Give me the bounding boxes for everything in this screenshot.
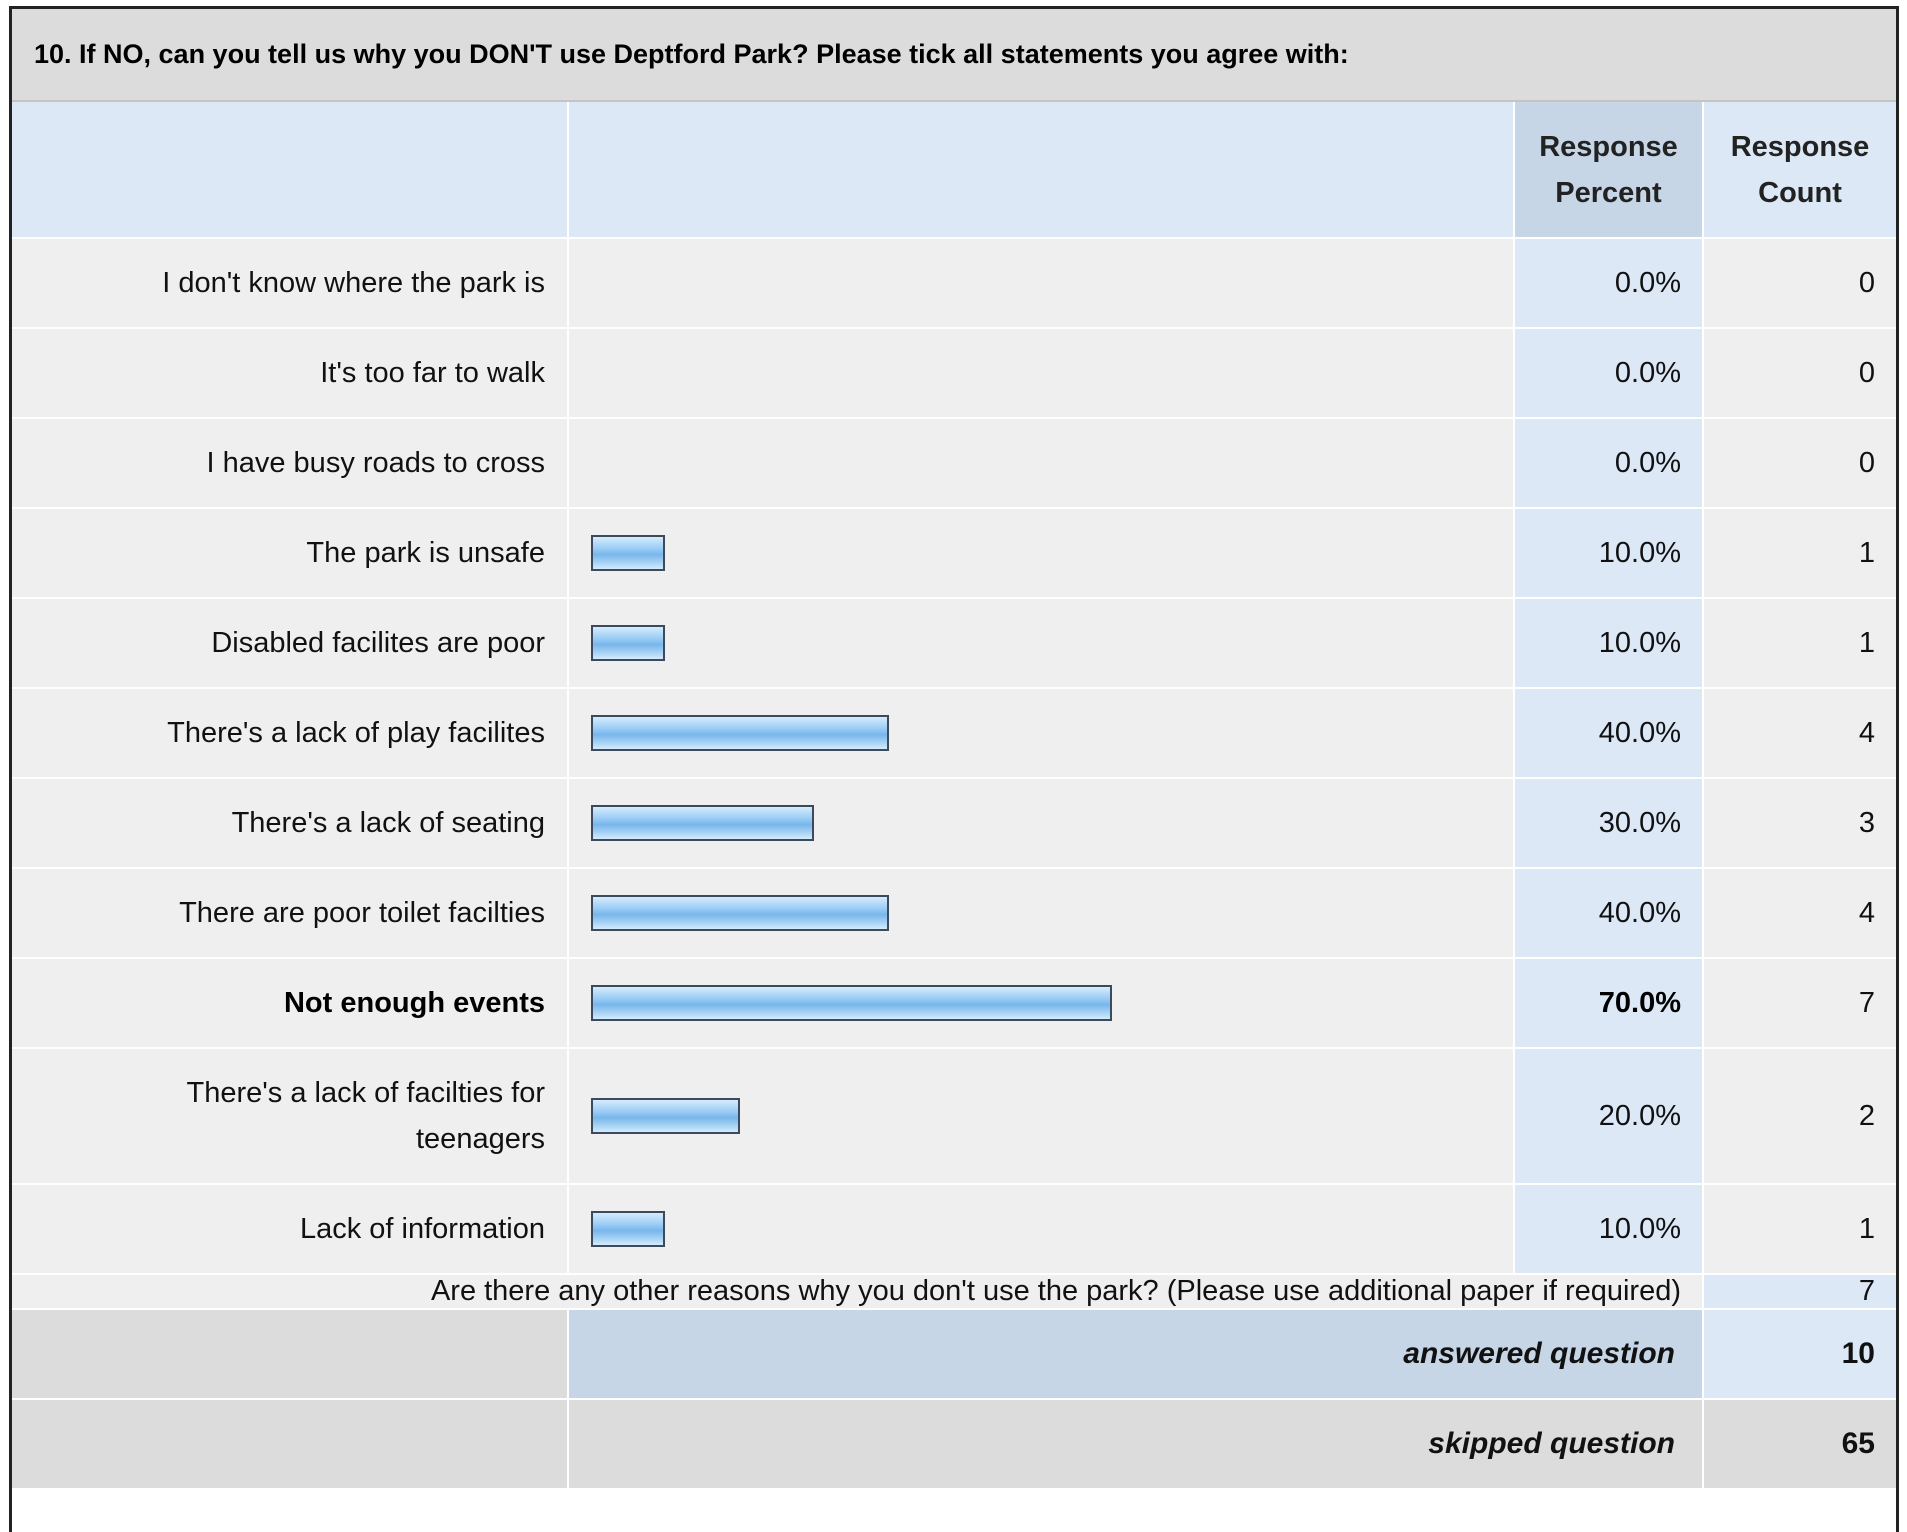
skipped-row: skipped question 65 — [12, 1399, 1896, 1490]
question-title: 10. If NO, can you tell us why you DON'T… — [12, 9, 1896, 102]
bar-cell — [568, 418, 1515, 509]
bar-cell — [568, 238, 1515, 329]
option-label: There are poor toilet facilties — [12, 868, 569, 959]
header-blank — [12, 102, 569, 239]
bar-cell — [568, 328, 1515, 419]
response-count: 1 — [1703, 508, 1896, 599]
response-percent: 0.0% — [1514, 418, 1704, 509]
option-label: I have busy roads to cross — [12, 418, 569, 509]
response-percent-header: Response Percent — [1514, 102, 1704, 239]
response-row: I have busy roads to cross 0.0% 0 — [12, 418, 1896, 509]
response-percent: 0.0% — [1514, 238, 1704, 329]
option-label: There's a lack of facilties for teenager… — [12, 1048, 569, 1185]
skipped-blank — [12, 1399, 569, 1490]
response-percent: 40.0% — [1514, 688, 1704, 779]
option-label: Not enough events — [12, 958, 569, 1049]
response-bar — [591, 805, 814, 841]
response-row: Lack of information 10.0% 1 — [12, 1184, 1896, 1275]
option-label: It's too far to walk — [12, 328, 569, 419]
results-table: Response Percent Response Count I don't … — [12, 102, 1896, 1490]
response-bar — [591, 1211, 665, 1247]
option-label: There's a lack of seating — [12, 778, 569, 869]
response-row: The park is unsafe 10.0% 1 — [12, 508, 1896, 599]
response-count: 4 — [1703, 868, 1896, 959]
response-bar — [591, 535, 665, 571]
bar-cell — [568, 1048, 1515, 1185]
answered-count: 10 — [1703, 1309, 1896, 1400]
other-reasons-count: 7 — [1703, 1274, 1896, 1310]
response-row: Disabled facilites are poor 10.0% 1 — [12, 598, 1896, 689]
response-count: 2 — [1703, 1048, 1896, 1185]
option-label: There's a lack of play facilites — [12, 688, 569, 779]
response-count: 7 — [1703, 958, 1896, 1049]
response-bar — [591, 985, 1112, 1021]
option-label: Disabled facilites are poor — [12, 598, 569, 689]
skipped-count: 65 — [1703, 1399, 1896, 1490]
answered-label: answered question — [568, 1309, 1704, 1400]
response-percent: 20.0% — [1514, 1048, 1704, 1185]
bar-cell — [568, 958, 1515, 1049]
response-percent: 70.0% — [1514, 958, 1704, 1049]
response-count: 0 — [1703, 238, 1896, 329]
bar-cell — [568, 508, 1515, 599]
response-bar — [591, 1098, 740, 1134]
other-reasons-label: Are there any other reasons why you don'… — [12, 1274, 1704, 1310]
other-reasons-row: Are there any other reasons why you don'… — [12, 1274, 1896, 1310]
response-percent: 10.0% — [1514, 508, 1704, 599]
response-count: 0 — [1703, 328, 1896, 419]
response-bar — [591, 715, 889, 751]
response-count: 1 — [1703, 598, 1896, 689]
bar-cell — [568, 778, 1515, 869]
answered-row: answered question 10 — [12, 1309, 1896, 1400]
bar-cell — [568, 1184, 1515, 1275]
skipped-label: skipped question — [568, 1399, 1704, 1490]
option-label: The park is unsafe — [12, 508, 569, 599]
response-row: There's a lack of seating 30.0% 3 — [12, 778, 1896, 869]
response-row: There's a lack of play facilites 40.0% 4 — [12, 688, 1896, 779]
header-blank-bar — [568, 102, 1515, 239]
response-count: 4 — [1703, 688, 1896, 779]
response-row: It's too far to walk 0.0% 0 — [12, 328, 1896, 419]
response-count: 0 — [1703, 418, 1896, 509]
option-label: Lack of information — [12, 1184, 569, 1275]
response-row: Not enough events 70.0% 7 — [12, 958, 1896, 1049]
response-percent: 30.0% — [1514, 778, 1704, 869]
response-percent: 10.0% — [1514, 1184, 1704, 1275]
response-row: I don't know where the park is 0.0% 0 — [12, 238, 1896, 329]
response-count: 3 — [1703, 778, 1896, 869]
survey-results-table: 10. If NO, can you tell us why you DON'T… — [9, 6, 1899, 1532]
response-bar — [591, 625, 665, 661]
response-percent: 0.0% — [1514, 328, 1704, 419]
bar-cell — [568, 598, 1515, 689]
response-row: There are poor toilet facilties 40.0% 4 — [12, 868, 1896, 959]
response-bar — [591, 895, 889, 931]
response-percent: 10.0% — [1514, 598, 1704, 689]
response-percent: 40.0% — [1514, 868, 1704, 959]
bar-cell — [568, 688, 1515, 779]
bar-cell — [568, 868, 1515, 959]
option-label: I don't know where the park is — [12, 238, 569, 329]
response-row: There's a lack of facilties for teenager… — [12, 1048, 1896, 1185]
answered-blank — [12, 1309, 569, 1400]
response-count: 1 — [1703, 1184, 1896, 1275]
header-row: Response Percent Response Count — [12, 102, 1896, 239]
response-count-header: Response Count — [1703, 102, 1896, 239]
